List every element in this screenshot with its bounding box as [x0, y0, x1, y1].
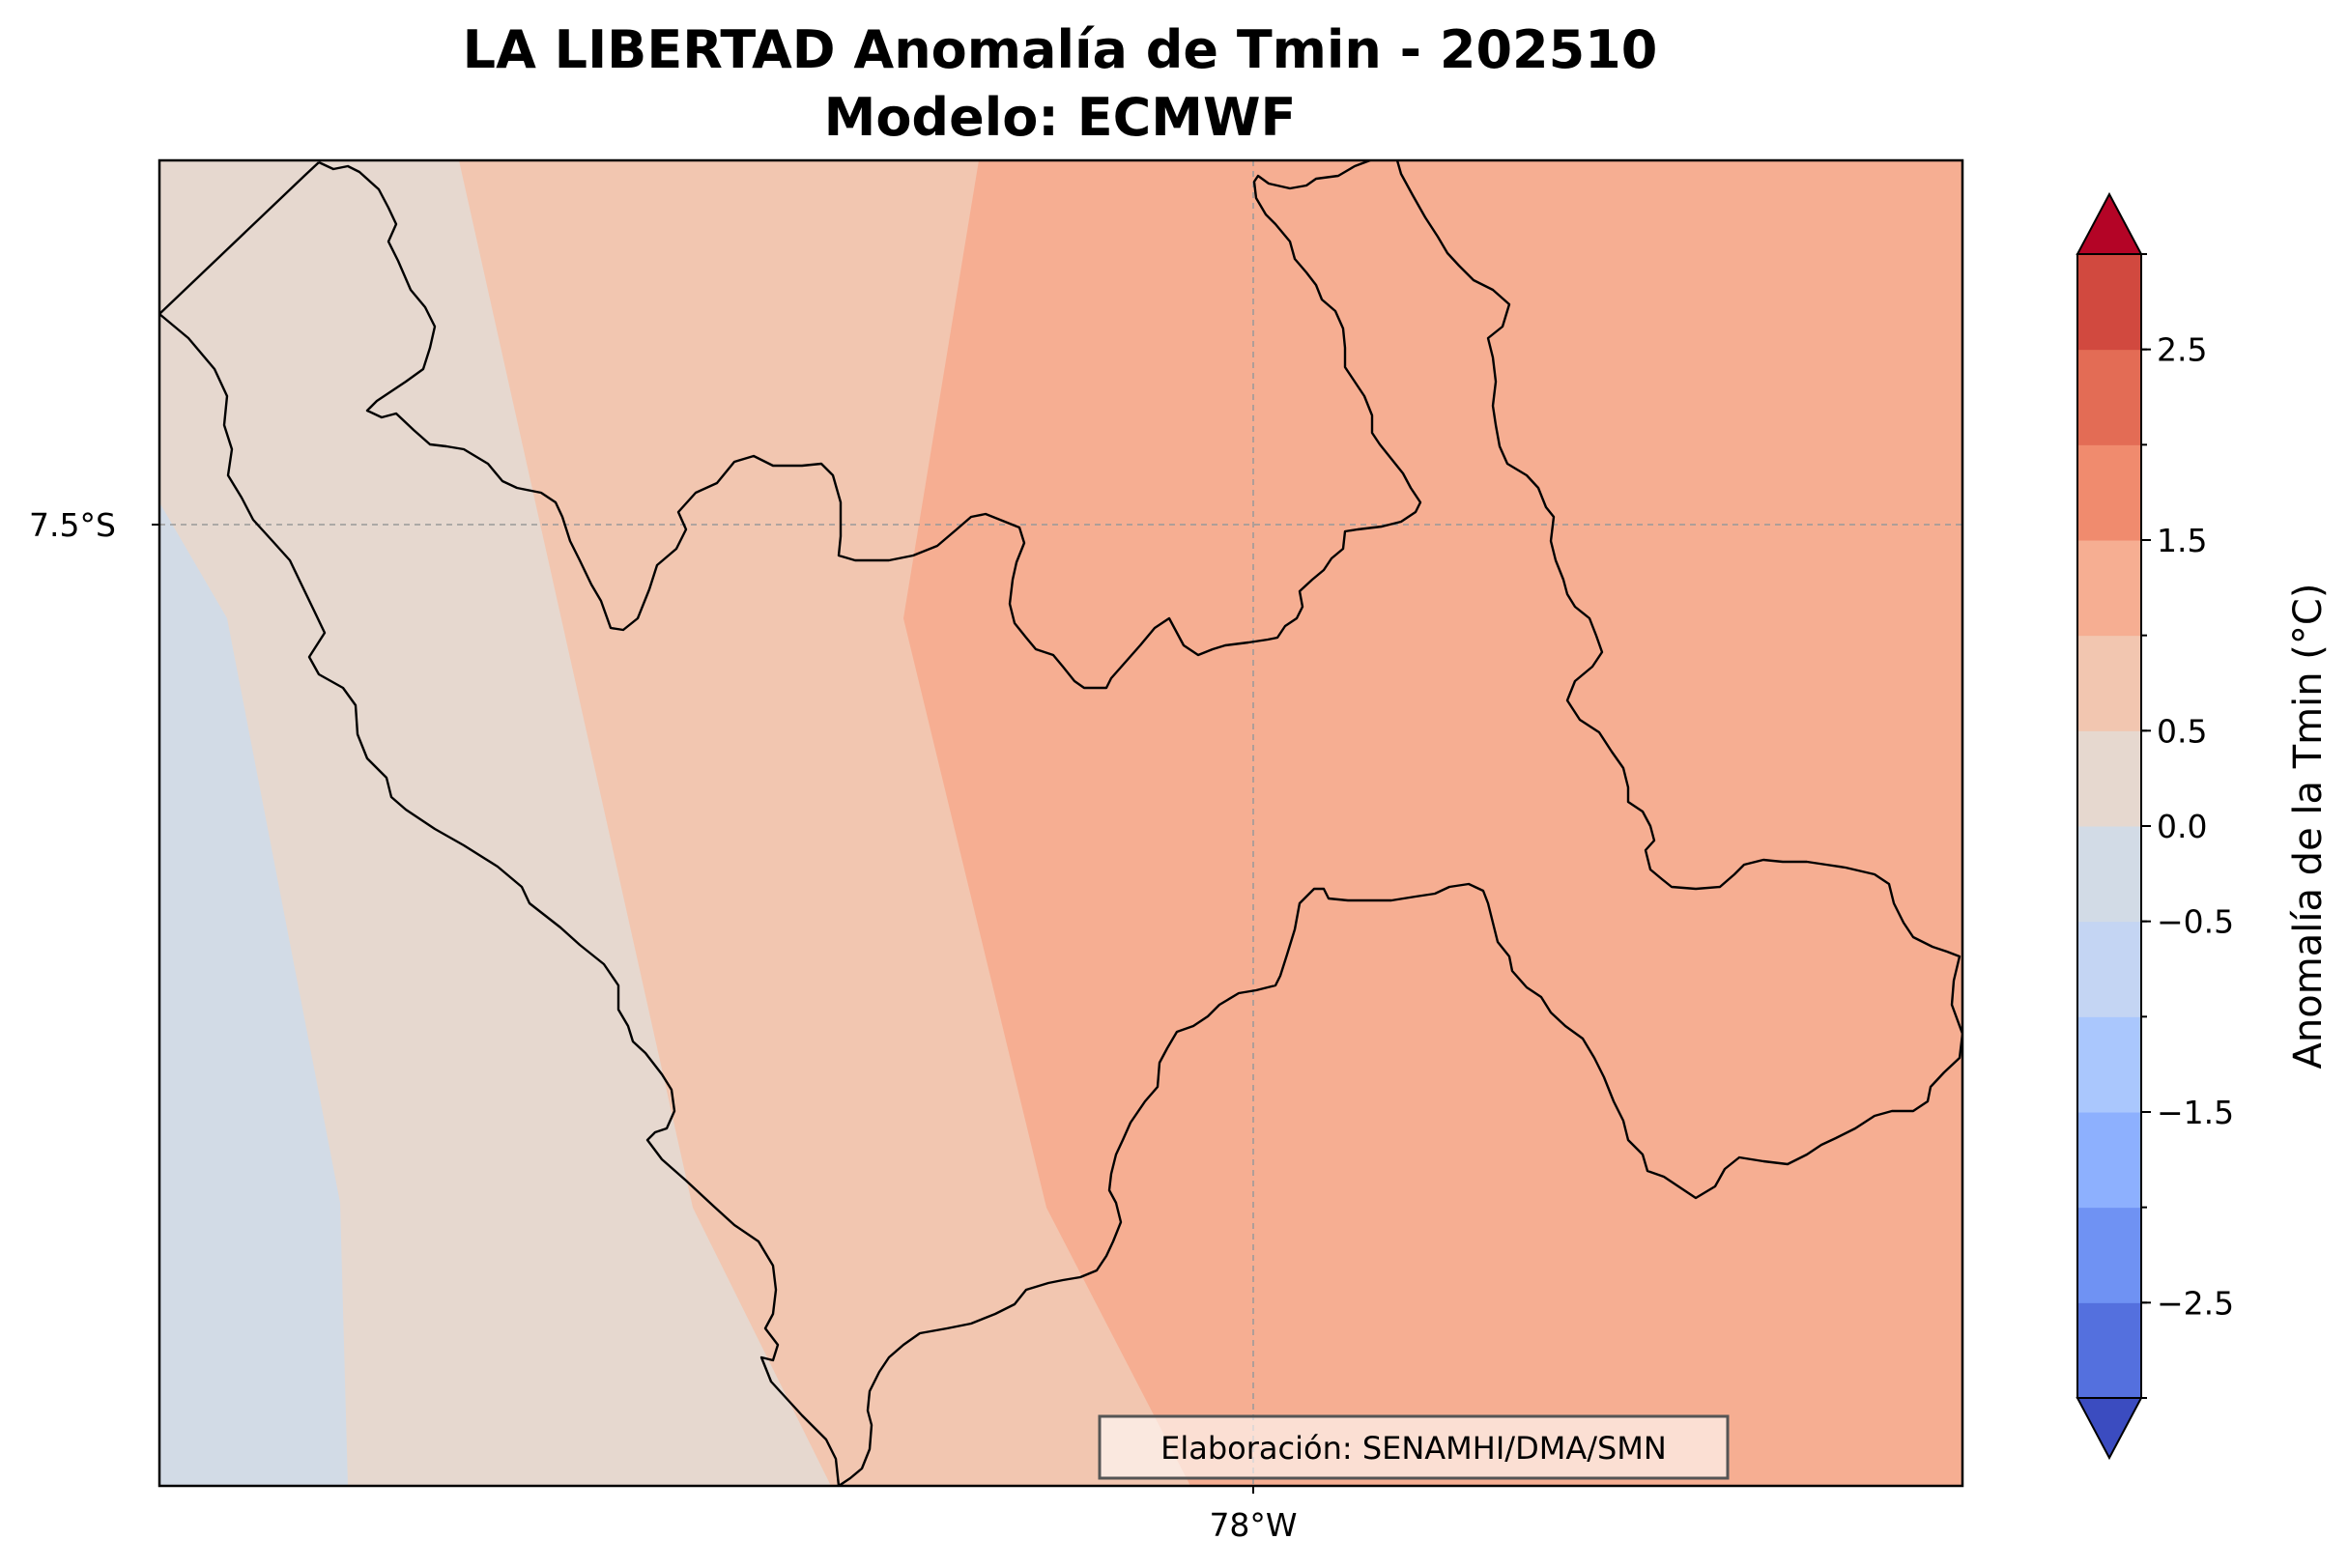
boundary-lines: [159, 160, 1962, 1486]
map-frame: [157, 158, 1964, 1488]
map-panel: [159, 160, 1962, 1486]
map-title-line1: LA LIBERTAD Anomalía de Tmin - 202510: [463, 19, 1658, 80]
map-title-line2: Modelo: ECMWF: [824, 87, 1297, 148]
credit-box: Elaboración: SENAMHI/DMA/SMN: [1098, 1414, 1730, 1480]
lat-tick-label: 7.5°S: [29, 506, 116, 544]
lon-tick-label: 78°W: [1209, 1506, 1297, 1544]
colorbar-tick-label: 0.0: [2157, 808, 2207, 845]
colorbar-band: [2077, 1112, 2141, 1209]
colorbar-band: [2077, 921, 2141, 1017]
colorbar-label: Anomalía de la Tmin (°C): [2286, 584, 2331, 1069]
colorbar-band: [2077, 444, 2141, 541]
colorbar-band: [2077, 349, 2141, 445]
colorbar-band: [2077, 1207, 2141, 1303]
colorbar-band: [2077, 730, 2141, 827]
colorbar-tick-label: 1.5: [2157, 522, 2207, 559]
colorbar-extend-low: [2076, 1397, 2143, 1461]
colorbar-extend-high: [2076, 191, 2143, 255]
colorbar-band: [2077, 635, 2141, 731]
anomaly-region-neg0.5-to-0: [159, 502, 348, 1486]
colorbar-band: [2077, 1016, 2141, 1113]
colorbar-tick-label: −2.5: [2157, 1284, 2234, 1322]
colorbar-tick-label: −0.5: [2157, 903, 2234, 941]
colorbar-band: [2077, 254, 2141, 351]
colorbar: 2.5 1.5 0.5 0.0 −0.5 −1.5 −2.5: [2076, 191, 2234, 1461]
colorbar-band: [2077, 826, 2141, 923]
colorbar-band: [2077, 540, 2141, 637]
colorbar-tick-label: 2.5: [2157, 331, 2207, 369]
colorbar-band: [2077, 1302, 2141, 1399]
colorbar-tick-label: −1.5: [2157, 1094, 2234, 1131]
colorbar-tick-label: 0.5: [2157, 712, 2207, 750]
credit-text: Elaboración: SENAMHI/DMA/SMN: [1160, 1430, 1667, 1467]
